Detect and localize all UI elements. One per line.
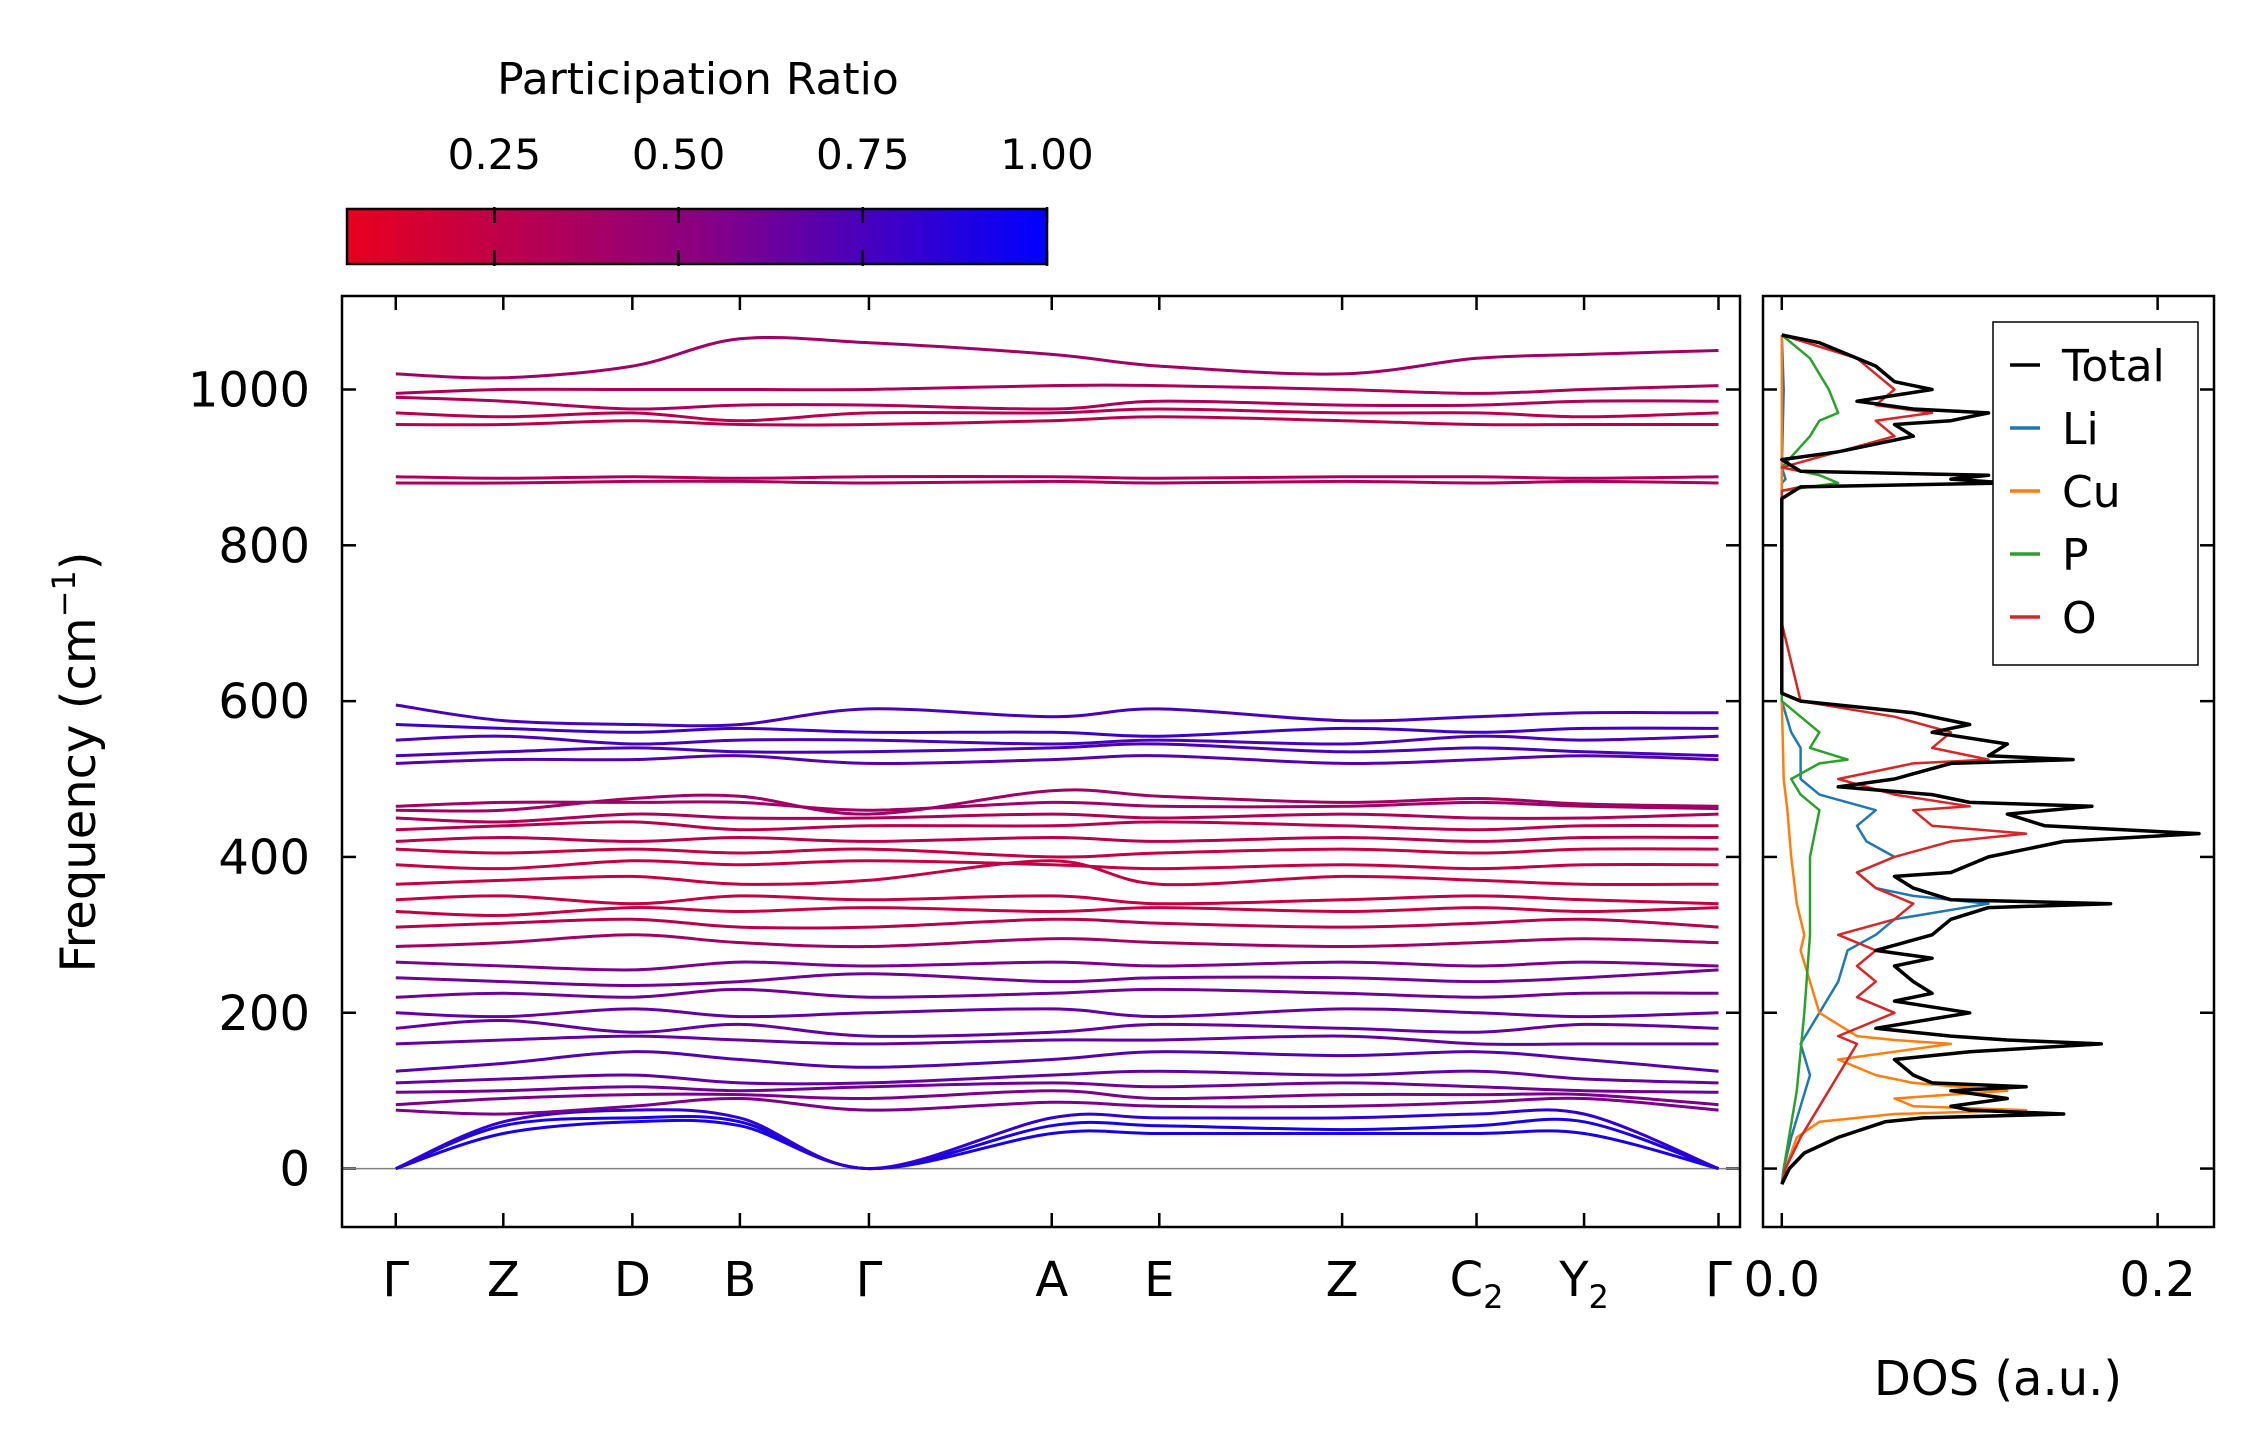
phonon-band bbox=[395, 1007, 1719, 1019]
phonon-band bbox=[395, 1050, 1719, 1073]
phonon-band bbox=[395, 1089, 1719, 1107]
legend-label-cu: Cu bbox=[2062, 467, 2121, 518]
kpoint-label: Y2 bbox=[1558, 1252, 1609, 1316]
phonon-band bbox=[395, 1118, 1719, 1171]
phonon-band bbox=[395, 835, 1719, 843]
phonon-band bbox=[395, 1096, 1719, 1116]
colorbar-title: Participation Ratio bbox=[497, 54, 899, 105]
colorbar-tick-label: 0.75 bbox=[816, 130, 910, 179]
phonon-band bbox=[395, 933, 1719, 949]
phonon-band bbox=[395, 1081, 1719, 1094]
phonon-band bbox=[395, 407, 1719, 423]
y-axis-label: Frequency (cm−1) bbox=[45, 551, 107, 972]
phonon-band bbox=[395, 968, 1719, 988]
kpoint-label: Γ bbox=[382, 1252, 409, 1308]
y-tick-label: 600 bbox=[218, 674, 310, 730]
dos-series-li bbox=[1780, 334, 1990, 1185]
colorbar-tick-label: 0.25 bbox=[448, 130, 542, 179]
y-tick-label: 0 bbox=[279, 1142, 310, 1198]
phonon-band bbox=[395, 475, 1719, 480]
dos-series-cu bbox=[1780, 335, 2028, 1185]
phonon-band bbox=[395, 734, 1719, 746]
phonon-band bbox=[395, 383, 1719, 395]
colorbar-tick-label: 1.00 bbox=[1000, 130, 1094, 179]
band-plot-frame bbox=[340, 294, 1742, 1229]
phonon-band bbox=[395, 847, 1719, 859]
phonon-band bbox=[395, 723, 1719, 738]
kpoint-label: Z bbox=[1326, 1252, 1359, 1308]
phonon-band bbox=[395, 859, 1719, 887]
dos-lines bbox=[1780, 333, 2201, 1185]
phonon-band bbox=[395, 859, 1719, 871]
dos-series-o bbox=[1780, 333, 2028, 1185]
phonon-band bbox=[395, 395, 1719, 411]
phonon-band bbox=[395, 906, 1719, 917]
dos-x-tick-label: 0.0 bbox=[1744, 1252, 1820, 1308]
phonon-band bbox=[395, 800, 1719, 812]
legend-label-p: P bbox=[2062, 530, 2089, 581]
legend-label-total: Total bbox=[2061, 341, 2165, 392]
phonon-band bbox=[395, 335, 1719, 380]
y-tick-label: 200 bbox=[218, 986, 310, 1042]
phonon-band bbox=[395, 742, 1719, 758]
phonon-band bbox=[395, 894, 1719, 906]
legend-frame bbox=[1992, 321, 2199, 666]
phonon-band bbox=[395, 1108, 1720, 1171]
y-tick-label: 1000 bbox=[188, 362, 310, 418]
dos-plot-frame bbox=[1761, 294, 2216, 1229]
y-tick-label: 800 bbox=[218, 518, 310, 574]
phonon-band bbox=[395, 1034, 1719, 1046]
colorbar-ticks: 0.25 0.50 0.75 1.00 bbox=[448, 130, 1094, 266]
dos-x-tick-label: 0.2 bbox=[2119, 1252, 2195, 1308]
phonon-band bbox=[395, 1115, 1719, 1171]
dos-series-total bbox=[1780, 333, 2201, 1185]
phonon-band bbox=[395, 1018, 1719, 1038]
phonon-band bbox=[395, 479, 1719, 485]
dos-axis-ticks: 0.0 0.2 bbox=[1744, 296, 2214, 1308]
legend-items: Total Li Cu PO bbox=[2010, 341, 2165, 644]
kpoint-label: D bbox=[614, 1252, 651, 1308]
legend-label-o: O bbox=[2062, 593, 2097, 644]
kpoint-label: Γ bbox=[1705, 1252, 1732, 1308]
kpoint-label: Γ bbox=[856, 1252, 883, 1308]
kpoint-label: E bbox=[1144, 1252, 1174, 1308]
legend-label-li: Li bbox=[2062, 404, 2099, 455]
phonon-band bbox=[395, 788, 1719, 816]
colorbar-tick-label: 0.50 bbox=[632, 130, 726, 179]
dos-legend: Total Li Cu PO bbox=[1992, 321, 2199, 666]
kpoint-label: A bbox=[1035, 1252, 1068, 1308]
phonon-band bbox=[395, 820, 1719, 832]
phonon-band bbox=[395, 415, 1719, 427]
phonon-band bbox=[395, 754, 1719, 765]
band-lines bbox=[395, 335, 1720, 1171]
phonon-band bbox=[395, 703, 1719, 728]
kpoint-label: Z bbox=[487, 1252, 520, 1308]
y-tick-label: 400 bbox=[218, 830, 310, 886]
colorbar-gradient bbox=[345, 207, 1049, 266]
dos-panel: 0.0 0.2 DOS (a.u.) Total Li Cu PO bbox=[1744, 294, 2216, 1407]
kpoint-label: C2 bbox=[1450, 1252, 1504, 1316]
dos-x-axis-label: DOS (a.u.) bbox=[1874, 1351, 2122, 1407]
band-axis-ticks: 0 200 400 600 800 1000 Γ Z D B Γ A E Z C2 Y2 Γ bbox=[188, 296, 1740, 1316]
band-structure-panel: 0 200 400 600 800 1000 Γ Z D B Γ A E Z C2 Y2 Γ Frequency… bbox=[45, 294, 1742, 1316]
phonon-band bbox=[395, 987, 1719, 999]
phonon-band bbox=[395, 960, 1719, 972]
phonon-band bbox=[395, 1069, 1719, 1086]
phonon-band bbox=[395, 917, 1719, 930]
colorbar: Participation Ratio 0.25 0.50 0.75 1.00 bbox=[345, 54, 1094, 266]
dos-series-p bbox=[1780, 334, 1849, 1185]
phonon-band bbox=[395, 812, 1719, 824]
kpoint-label: B bbox=[723, 1252, 756, 1308]
